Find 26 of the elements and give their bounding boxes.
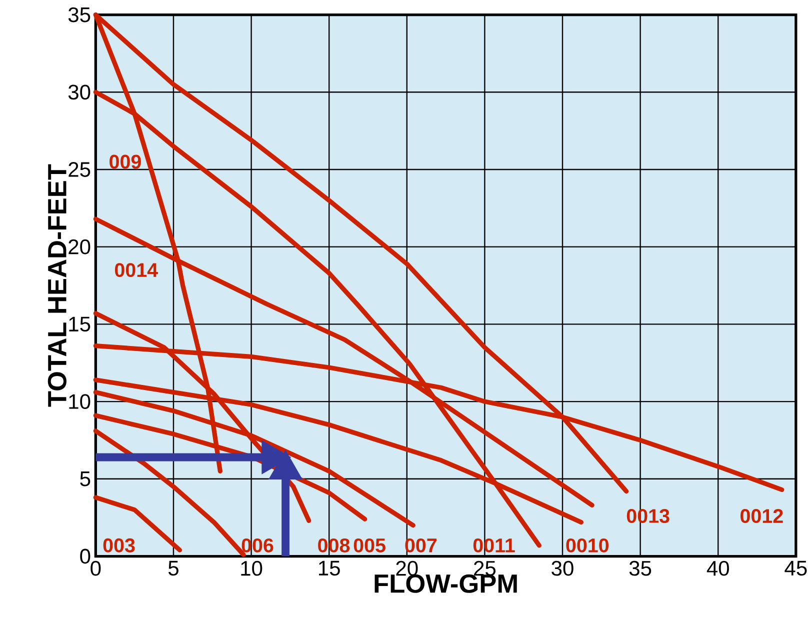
- x-tick-label: 25: [474, 560, 496, 576]
- y-tick-label: 25: [68, 162, 90, 177]
- y-axis-title: TOTAL HEAD-FEET: [48, 164, 66, 407]
- y-tick-label: 35: [68, 7, 90, 22]
- x-tick-label: 30: [552, 560, 574, 576]
- x-tick-label: 20: [396, 560, 418, 576]
- y-tick-label: 5: [80, 471, 90, 486]
- x-tick-label: 5: [168, 560, 178, 576]
- series-label: 005: [354, 538, 386, 552]
- series-label: 0012: [740, 508, 783, 523]
- x-tick-label: 15: [318, 560, 340, 576]
- y-tick-label: 10: [69, 394, 90, 409]
- y-tick-label: 0: [80, 548, 90, 564]
- y-tick-label: 20: [68, 239, 90, 254]
- x-axis-title: FLOW-GPM: [374, 574, 517, 593]
- series-label: 009: [110, 154, 141, 169]
- x-tick-label: 35: [629, 560, 652, 576]
- x-tick-label: 0: [90, 560, 101, 576]
- series-label: 003: [103, 538, 135, 552]
- x-tick-label: 40: [706, 560, 729, 576]
- y-tick-label: 30: [68, 84, 90, 100]
- x-tick-label: 45: [784, 560, 807, 576]
- y-tick-label: 15: [69, 316, 90, 332]
- x-tick-label: 10: [241, 560, 262, 576]
- series-label: 0014: [114, 262, 158, 277]
- series-label: 0010: [566, 538, 609, 552]
